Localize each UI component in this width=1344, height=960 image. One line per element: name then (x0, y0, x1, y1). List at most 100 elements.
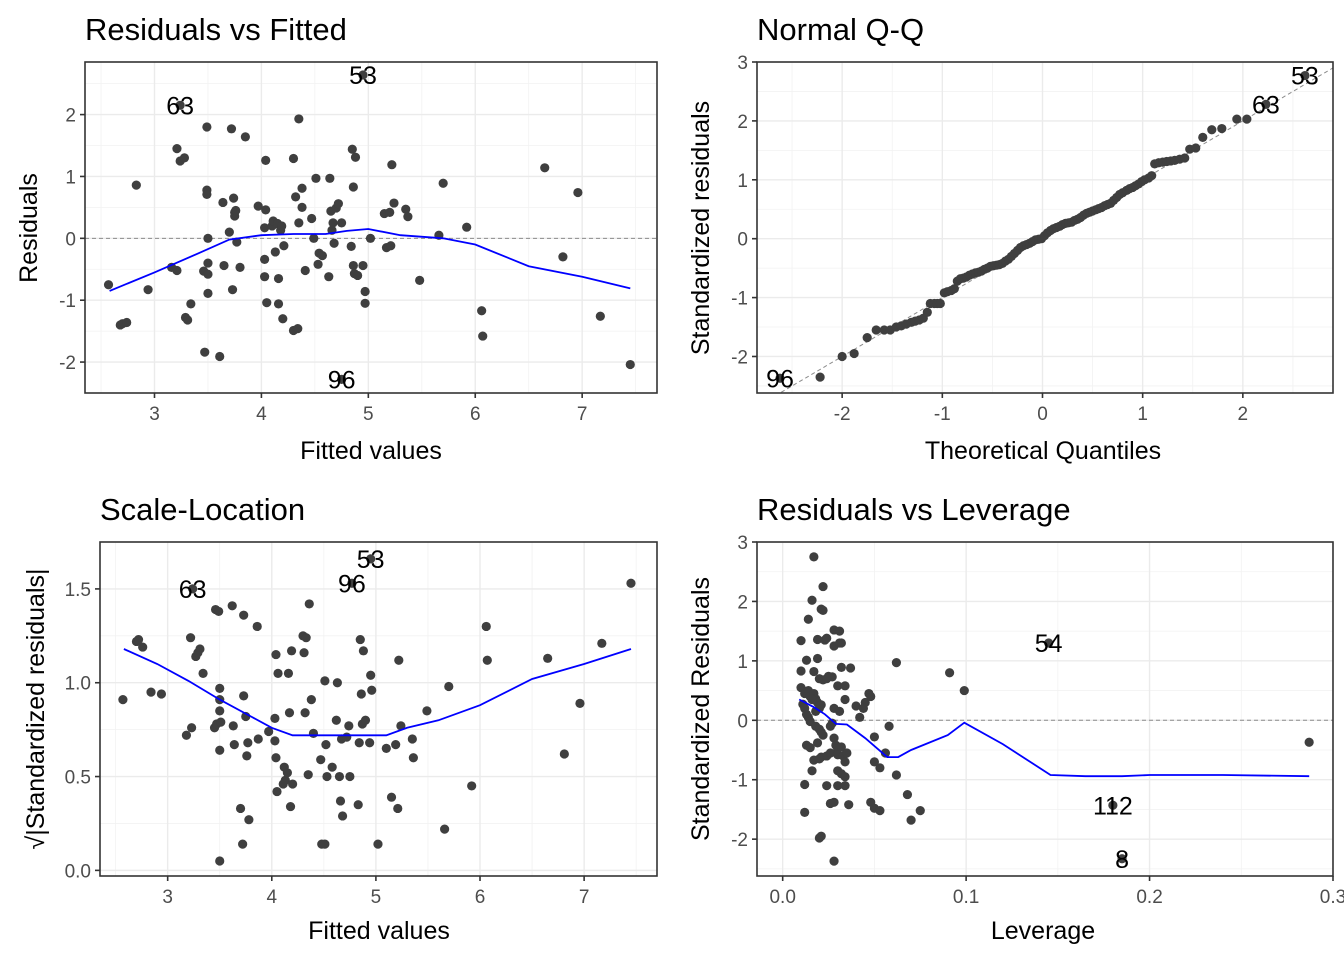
plot-area: 54 112 8 0.0 0.1 0.2 0.3 -2 -1 0 1 2 3 (731, 533, 1344, 908)
data-point (353, 800, 363, 810)
y-axis-title: Residuals (15, 173, 43, 283)
data-point (203, 233, 213, 243)
x-axis-title: Fitted values (308, 917, 450, 945)
data-point (264, 726, 274, 737)
data-point (355, 634, 365, 645)
labeled-data-point (1300, 70, 1310, 81)
data-point (481, 621, 491, 632)
data-point (845, 663, 856, 673)
data-point (559, 749, 569, 759)
data-point (595, 311, 605, 321)
point-label: 54 (1035, 630, 1063, 658)
data-point (849, 348, 859, 359)
data-point (240, 132, 250, 142)
data-point (796, 666, 806, 676)
data-point (328, 218, 338, 228)
data-point (219, 260, 229, 271)
data-point (273, 273, 284, 284)
labeled-data-point (1108, 800, 1118, 810)
data-point (866, 691, 876, 702)
data-point (348, 260, 358, 271)
data-point (935, 298, 945, 309)
data-point (146, 687, 156, 697)
data-point (407, 734, 417, 744)
x-axis-title: Theoretical Quantiles (925, 437, 1161, 465)
data-point (203, 258, 213, 268)
labeled-data-point (1044, 638, 1054, 648)
data-point (239, 610, 249, 620)
data-point (816, 700, 826, 710)
data-point (270, 713, 280, 723)
data-point (477, 306, 487, 316)
data-point (833, 681, 843, 691)
data-point (869, 757, 880, 767)
x-tick-label: 0.1 (953, 887, 979, 908)
data-point (1191, 143, 1201, 153)
data-point (822, 781, 832, 791)
data-point (822, 674, 832, 684)
data-point (558, 252, 568, 262)
data-point (833, 781, 843, 791)
data-point (891, 770, 902, 780)
data-point (270, 736, 280, 746)
data-point (346, 241, 356, 251)
data-point (103, 280, 114, 290)
data-point (181, 730, 192, 740)
data-point (829, 797, 839, 807)
data-point (293, 324, 303, 334)
data-point (316, 755, 326, 765)
data-point (216, 717, 226, 727)
data-point (1217, 123, 1227, 134)
data-point (396, 721, 406, 731)
data-point (858, 703, 868, 714)
data-point (320, 676, 330, 686)
data-point (183, 315, 193, 325)
data-point (118, 695, 128, 705)
data-point (320, 839, 330, 849)
x-tick-label: 5 (363, 404, 374, 425)
y-tick-label: 1 (65, 167, 76, 188)
y-tick-label: -1 (731, 771, 748, 792)
data-point (840, 757, 850, 767)
data-point (215, 683, 225, 693)
data-point (203, 288, 213, 298)
data-point (373, 839, 383, 849)
data-point (840, 681, 850, 691)
data-point (277, 221, 287, 231)
data-point (283, 668, 294, 678)
data-point (482, 655, 492, 665)
data-point (851, 701, 861, 711)
x-tick-label: -1 (934, 404, 951, 425)
x-tick-label: -2 (834, 404, 851, 425)
labeled-data-point (175, 100, 185, 110)
data-point (807, 766, 817, 776)
data-point (224, 227, 234, 237)
data-point (360, 286, 370, 297)
reference-line (779, 67, 1333, 393)
data-point (294, 218, 304, 228)
data-point (299, 648, 309, 658)
data-point (288, 153, 299, 164)
point-label: 112 (1093, 792, 1133, 820)
data-point (855, 712, 865, 722)
y-tick-label: 0 (65, 229, 76, 250)
data-point (261, 155, 271, 165)
labeled-data-point (1261, 99, 1271, 110)
point-label: 96 (338, 570, 366, 598)
labeled-data-point (188, 584, 198, 594)
data-point (322, 771, 332, 782)
data-point (187, 723, 197, 733)
data-point (959, 685, 969, 696)
data-point (422, 706, 432, 716)
data-point (869, 732, 880, 742)
panel-residuals-vs-leverage: Residuals vs Leverage Leverage Standardi… (687, 492, 1344, 945)
data-point (829, 856, 839, 866)
data-point (215, 745, 225, 755)
data-point (156, 689, 167, 699)
data-point (386, 792, 397, 802)
grid (757, 542, 1333, 876)
y-tick-label: -1 (731, 289, 748, 310)
data-point (836, 638, 846, 648)
data-point (325, 173, 335, 183)
